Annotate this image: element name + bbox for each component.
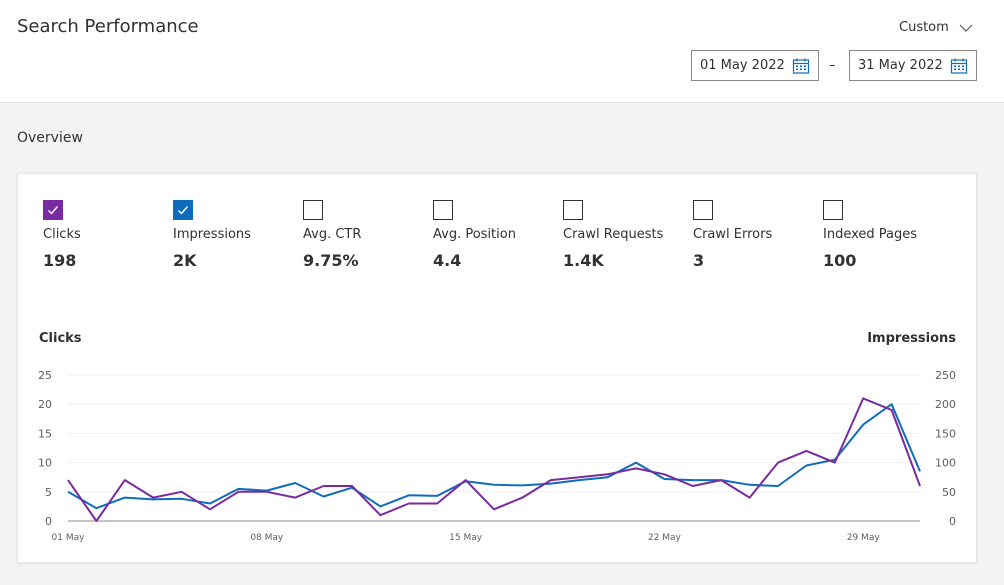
x-tick-label: 01 May [52, 533, 86, 543]
metric-value: 9.75% [303, 251, 359, 270]
metric-value: 3 [693, 251, 705, 270]
clicks-checkbox[interactable] [43, 200, 63, 220]
metric-label: Indexed Pages [823, 227, 918, 242]
right-axis-title: Impressions [867, 331, 956, 346]
y-right-tick-label: 200 [935, 398, 956, 411]
y-right-tick-label: 100 [935, 457, 956, 470]
date-range-dropdown[interactable]: Custom [899, 20, 973, 35]
end-date-value: 31 May 2022 [858, 58, 943, 73]
start-date-value: 01 May 2022 [700, 58, 785, 73]
metric-label: Crawl Requests [563, 227, 664, 242]
metric-avg-position: Avg. Position 4.4 [433, 200, 553, 270]
metric-label: Avg. CTR [303, 227, 362, 242]
y-left-tick-label: 10 [38, 457, 52, 470]
y-right-tick-label: 250 [935, 369, 956, 382]
metric-avg-ctr: Avg. CTR 9.75% [303, 200, 423, 270]
metric-crawl-errors: Crawl Errors 3 [693, 200, 813, 270]
metric-impressions: Impressions 2K [173, 200, 293, 270]
overview-title: Overview [17, 130, 83, 146]
date-separator: – [829, 58, 836, 73]
series-line-impressions [67, 403, 921, 510]
metric-label: Clicks [43, 227, 81, 242]
metric-value: 2K [173, 251, 197, 270]
crawl-requests-checkbox[interactable] [563, 200, 583, 220]
y-left-tick-label: 20 [38, 398, 52, 411]
x-tick-label: 29 May [847, 533, 881, 543]
metric-label: Crawl Errors [693, 227, 773, 242]
avg-ctr-checkbox[interactable] [303, 200, 323, 220]
y-left-tick-label: 0 [45, 515, 52, 528]
header-bar: Search Performance Custom 01 May 2022 – … [0, 0, 1004, 103]
page-title: Search Performance [17, 16, 199, 37]
calendar-icon[interactable] [792, 57, 810, 75]
avg-position-checkbox[interactable] [433, 200, 453, 220]
y-left-tick-label: 15 [38, 427, 52, 440]
y-right-tick-label: 150 [935, 427, 956, 440]
metric-crawl-requests: Crawl Requests 1.4K [563, 200, 683, 270]
date-range-label: Custom [899, 20, 949, 35]
left-axis-title: Clicks [39, 331, 82, 346]
metric-value: 100 [823, 251, 857, 270]
y-left-tick-label: 5 [45, 486, 52, 499]
series-line-clicks [67, 397, 921, 522]
crawl-errors-checkbox[interactable] [693, 200, 713, 220]
impressions-checkbox[interactable] [173, 200, 193, 220]
metric-value: 1.4K [563, 251, 604, 270]
start-date-field[interactable]: 01 May 2022 [691, 50, 819, 81]
y-right-tick-label: 0 [949, 515, 956, 528]
calendar-icon[interactable] [950, 57, 968, 75]
metric-clicks: Clicks 198 [43, 200, 163, 270]
checkmark-icon [178, 206, 189, 215]
metric-value: 4.4 [433, 251, 462, 270]
x-tick-label: 15 May [449, 533, 483, 543]
x-tick-label: 22 May [648, 533, 682, 543]
y-right-tick-label: 50 [942, 486, 956, 499]
checkmark-icon [48, 206, 59, 215]
metric-label: Avg. Position [433, 227, 516, 242]
metric-value: 198 [43, 251, 77, 270]
chevron-down-icon [959, 24, 973, 32]
end-date-field[interactable]: 31 May 2022 [849, 50, 977, 81]
indexed-pages-checkbox[interactable] [823, 200, 843, 220]
metric-indexed-pages: Indexed Pages 100 [823, 200, 943, 270]
metric-label: Impressions [173, 227, 251, 242]
overview-card: Clicks 198 Impressions 2K Avg. CTR 9.75%… [17, 173, 977, 563]
y-left-tick-label: 25 [38, 369, 52, 382]
x-tick-label: 08 May [250, 533, 284, 543]
